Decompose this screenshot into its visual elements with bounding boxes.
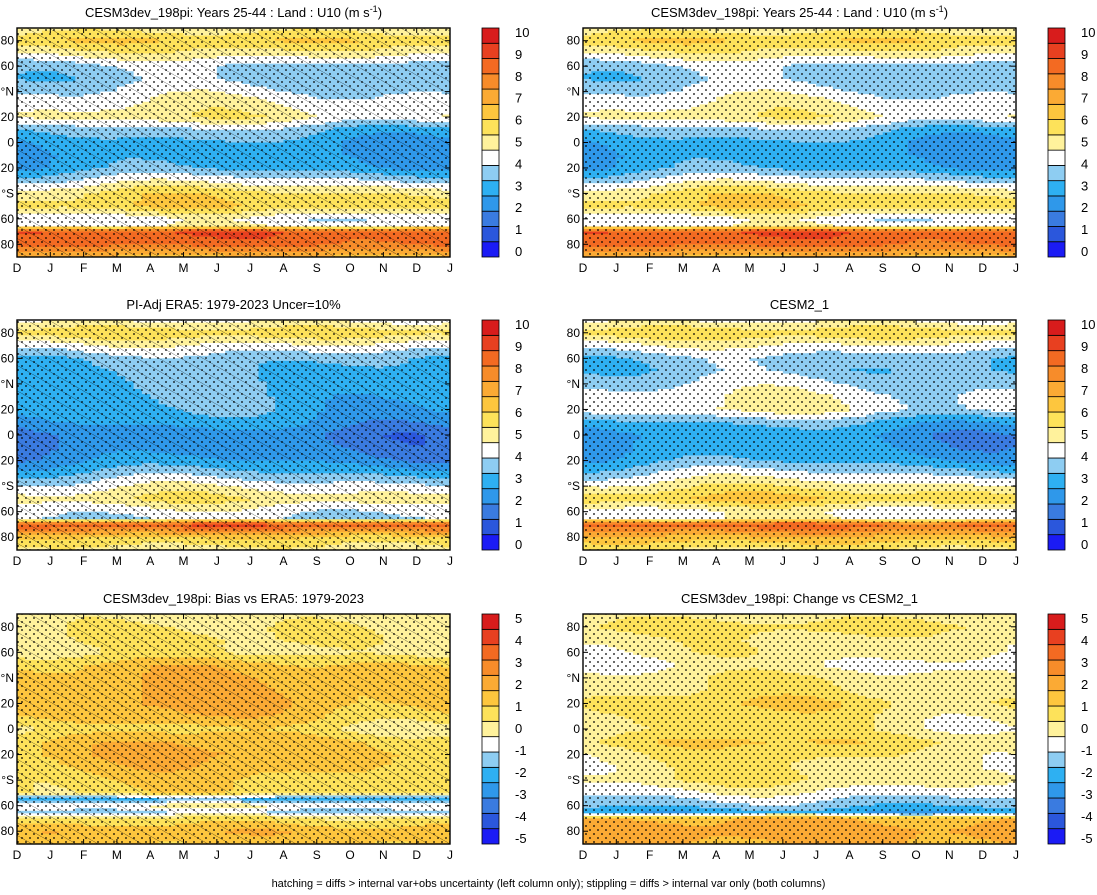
x-tick-label: S — [313, 261, 321, 275]
colorbar-label: 10 — [515, 25, 529, 40]
chart-panel-2: CESM3dev_198pi: Years 25-44 : Land : U10… — [567, 4, 1096, 275]
chart-panel-1: CESM3dev_198pi: Years 25-44 : Land : U10… — [1, 4, 530, 275]
x-tick-label: A — [146, 261, 154, 275]
colorbar-label: 3 — [515, 178, 522, 193]
x-tick-label: N — [379, 261, 388, 275]
colorbar-label: 8 — [515, 69, 522, 84]
colorbar-bin — [481, 241, 500, 258]
colorbar-bin — [481, 58, 500, 75]
x-tick-label: D — [412, 261, 421, 275]
y-tick-label: °N — [1, 85, 14, 99]
x-tick-label: F — [80, 261, 87, 275]
x-tick-label: J — [214, 261, 220, 275]
colorbar-bin — [481, 226, 500, 243]
colorbar-bin — [481, 134, 500, 151]
y-tick-label: °S — [1, 186, 14, 200]
colorbar-bin — [481, 88, 500, 105]
colorbar-bin — [481, 119, 500, 136]
y-tick-label: 80 — [1, 237, 15, 251]
heatmap-field — [583, 28, 1016, 257]
colorbar-label: 0 — [515, 244, 522, 259]
colorbar-bin — [481, 195, 500, 212]
y-tick-label: 0 — [7, 136, 14, 150]
colorbar-label: 6 — [515, 113, 522, 128]
y-tick-label: 60 — [1, 212, 15, 226]
x-tick-label: J — [447, 261, 453, 275]
x-tick-label: O — [345, 261, 354, 275]
colorbar-label: 7 — [515, 91, 522, 106]
colorbar-bin — [481, 149, 500, 166]
colorbar-label: 5 — [515, 135, 522, 150]
x-tick-label: D — [13, 261, 22, 275]
colorbar-bin — [481, 180, 500, 197]
colorbar-label: 9 — [515, 47, 522, 62]
x-tick-label: J — [47, 261, 53, 275]
y-tick-label: 20 — [1, 110, 15, 124]
colorbar-bin — [481, 73, 500, 90]
stippling-overlay — [17, 28, 450, 257]
y-tick-label: 80 — [1, 34, 15, 48]
y-tick-label: 20 — [1, 161, 15, 175]
colorbar-bin — [481, 210, 500, 227]
x-tick-label: A — [279, 261, 287, 275]
heatmap-field — [17, 28, 450, 257]
colorbar-label: 1 — [515, 222, 522, 237]
colorbar-bin — [481, 164, 500, 182]
y-tick-label: 60 — [1, 59, 15, 73]
x-tick-label: M — [112, 261, 122, 275]
chart-title: CESM3dev_198pi: Years 25-44 : Land : U10… — [85, 4, 382, 20]
colorbar-bin — [481, 103, 500, 121]
x-tick-label: M — [179, 261, 189, 275]
colorbar-label: 2 — [515, 200, 522, 215]
colorbar-bin — [481, 42, 500, 59]
colorbar-bin — [481, 27, 500, 44]
colorbar-label: 4 — [515, 156, 522, 171]
x-tick-label: J — [247, 261, 253, 275]
